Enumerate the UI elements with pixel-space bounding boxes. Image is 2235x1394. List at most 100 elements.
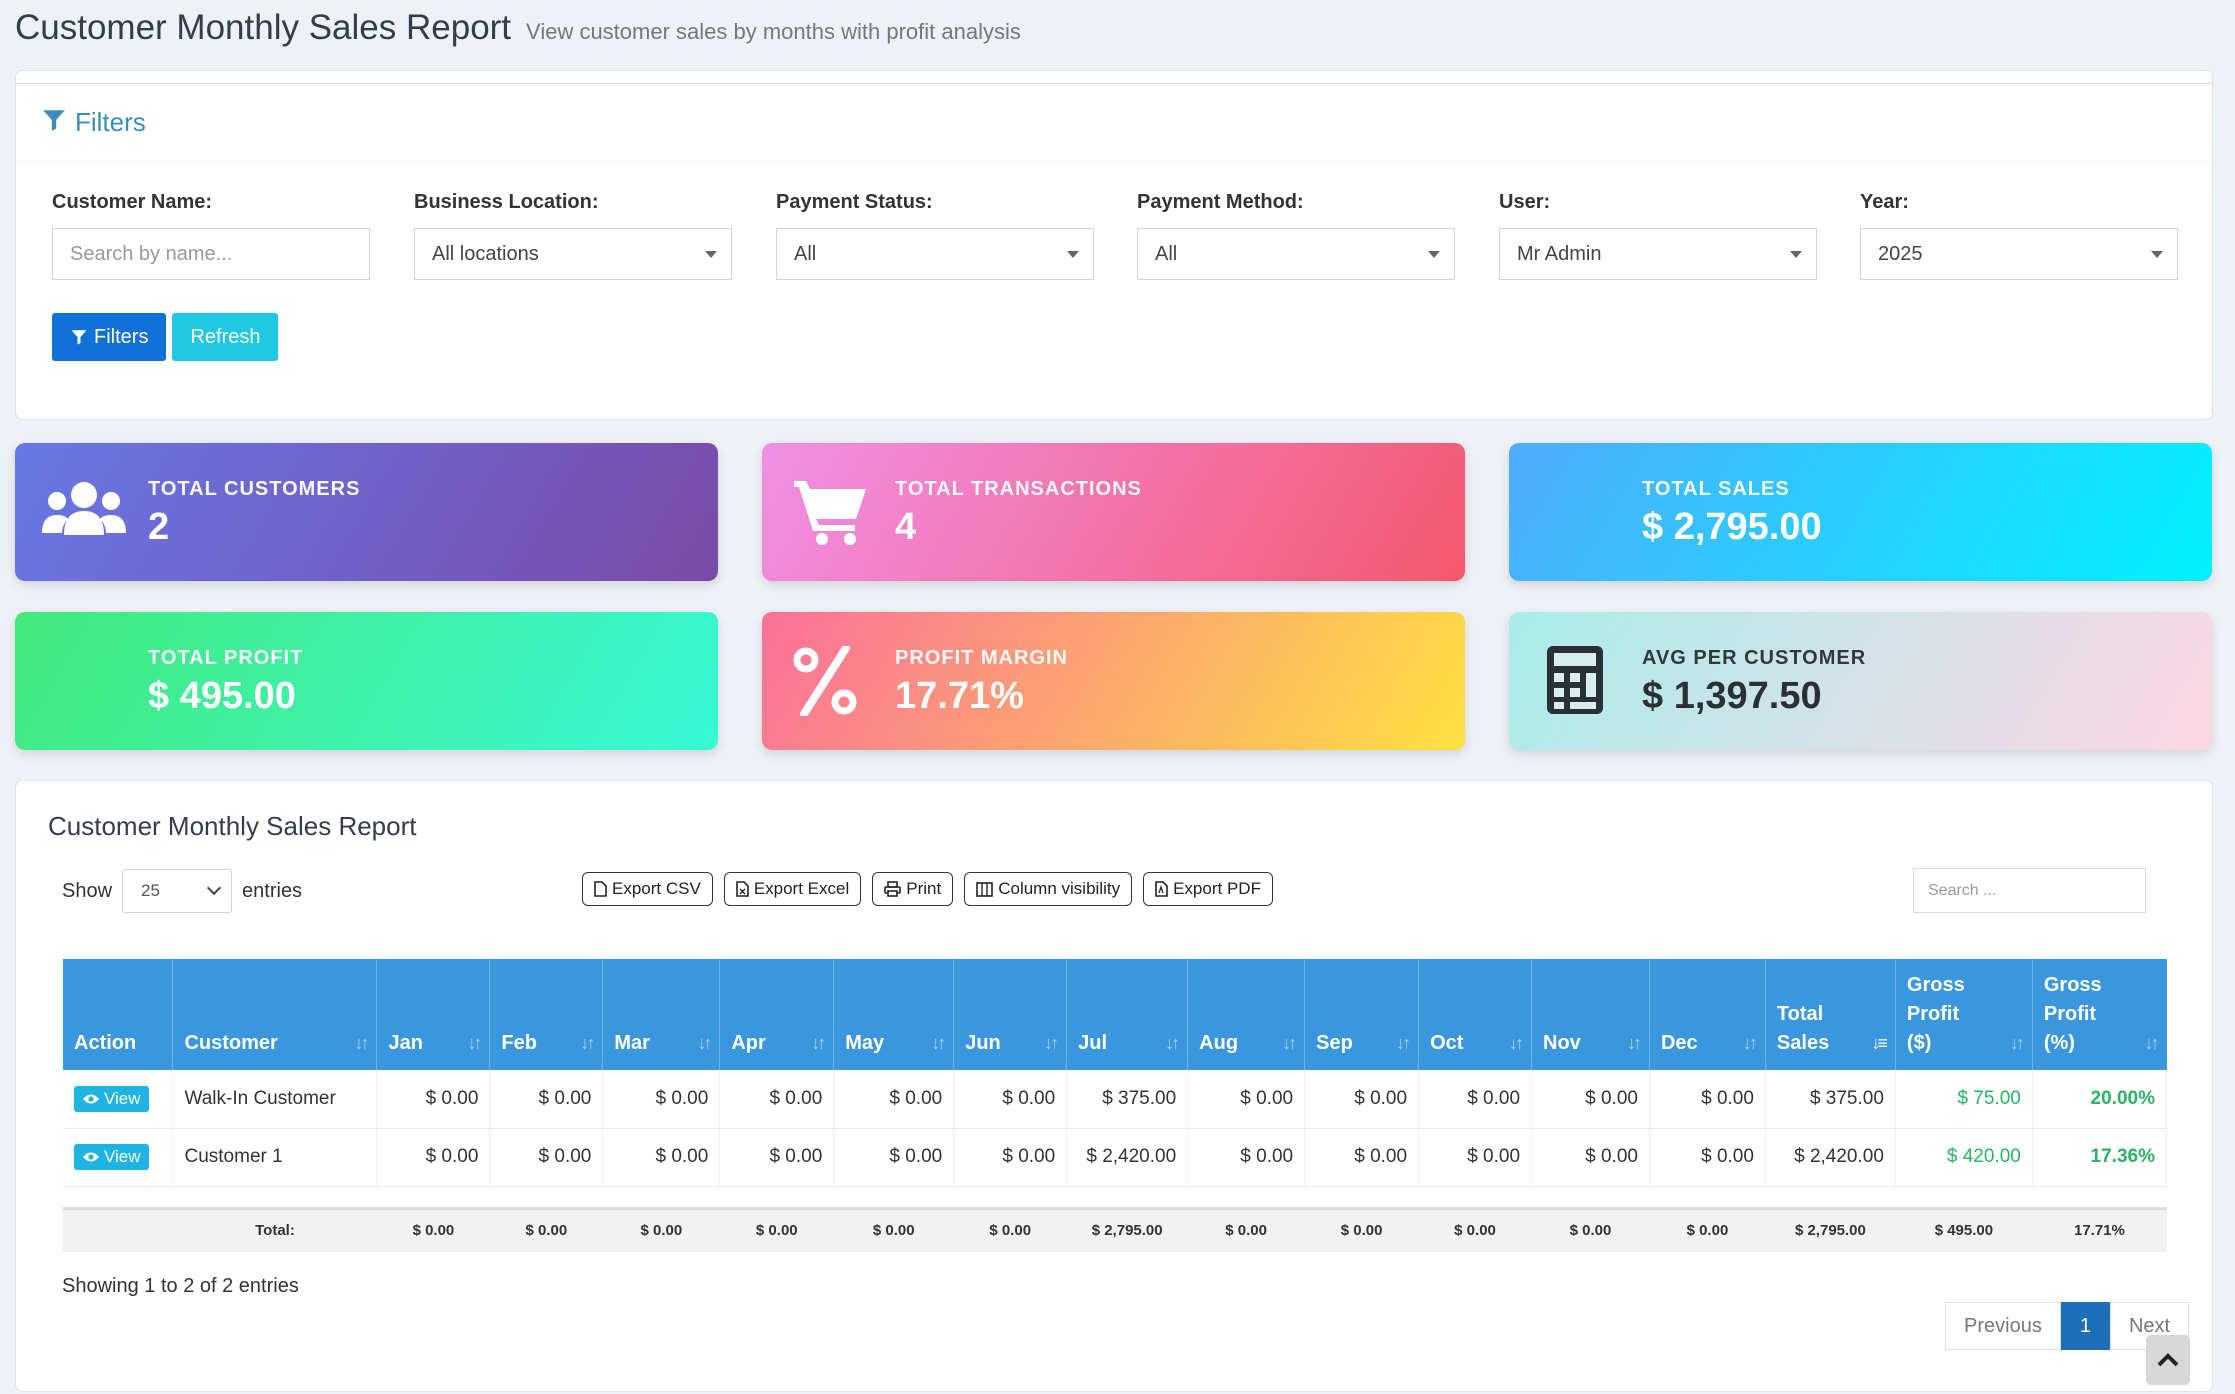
file-excel-icon xyxy=(736,881,749,897)
print-icon xyxy=(884,881,902,897)
gross-profit-total: $ 495.00 xyxy=(1895,1206,2033,1252)
column-header-may[interactable]: May ↓↑ xyxy=(833,959,955,1070)
month-cell: $ 0.00 xyxy=(1531,1128,1650,1187)
export-excel-label: Export Excel xyxy=(753,879,850,898)
gross-profit-percent-cell: 20.00% xyxy=(2032,1070,2168,1129)
view-button[interactable]: View xyxy=(74,1085,149,1112)
filter-icon xyxy=(71,330,87,345)
card-label: PROFIT MARGIN xyxy=(895,647,1068,669)
column-header-gross-profit-amount[interactable]: Gross Profit ($) ↓↑ xyxy=(1895,959,2033,1070)
column-header-customer[interactable]: Customer ↓↑ xyxy=(172,959,378,1070)
month-cell: $ 0.00 xyxy=(719,1070,835,1129)
apply-filters-button[interactable]: Filters xyxy=(52,313,167,361)
column-header-feb[interactable]: Feb ↓↑ xyxy=(489,959,604,1070)
export-excel-button[interactable]: Export Excel xyxy=(723,872,862,906)
month-cell: $ 0.00 xyxy=(602,1070,721,1129)
avg-per-customer-card: AVG PER CUSTOMER $ 1,397.50 xyxy=(1509,612,2212,750)
month-cell: $ 0.00 xyxy=(719,1128,835,1187)
column-header-nov[interactable]: Nov ↓↑ xyxy=(1531,959,1650,1070)
card-label: TOTAL SALES xyxy=(1642,478,1790,500)
column-header-label: Total Sales xyxy=(1776,1003,1830,1054)
total-month-cell: $ 0.00 xyxy=(1418,1206,1532,1252)
percent-icon xyxy=(786,644,876,718)
export-pdf-button[interactable]: Export PDF xyxy=(1143,872,1273,906)
column-header-sep[interactable]: Sep ↓↑ xyxy=(1304,959,1420,1070)
user-label: User: xyxy=(1499,191,1551,213)
month-cell: $ 0.00 xyxy=(1418,1128,1533,1187)
year-label: Year: xyxy=(1860,191,1909,213)
month-cell: $ 0.00 xyxy=(1304,1070,1420,1129)
year-select[interactable]: 2025 xyxy=(1860,228,2178,280)
caret-down-icon xyxy=(1428,251,1440,258)
payment-status-value: All xyxy=(794,242,817,265)
column-header-label: Nov xyxy=(1543,1032,1581,1054)
table-search-input[interactable]: Search ... xyxy=(1913,868,2146,913)
column-header-oct[interactable]: Oct ↓↑ xyxy=(1418,959,1533,1070)
previous-page-button[interactable]: Previous xyxy=(1945,1302,2061,1350)
card-value: $ 2,795.00 xyxy=(1642,506,1822,548)
sort-icon: ↓↑ xyxy=(931,1033,946,1053)
month-cell: $ 0.00 xyxy=(489,1128,604,1187)
page-length-control: Show 25 entries xyxy=(62,869,302,913)
column-header-jul[interactable]: Jul ↓↑ xyxy=(1066,959,1189,1070)
column-header-label: Aug xyxy=(1199,1032,1239,1054)
chevron-up-icon xyxy=(2157,1353,2179,1367)
sort-icon: ↓↑ xyxy=(1742,1033,1758,1053)
column-header-apr[interactable]: Apr ↓↑ xyxy=(719,959,835,1070)
gross-profit-percent-total: 17.71% xyxy=(2032,1206,2167,1252)
column-header-aug[interactable]: Aug ↓↑ xyxy=(1187,959,1306,1070)
month-cell: $ 0.00 xyxy=(1418,1070,1533,1129)
page-1-button[interactable]: 1 xyxy=(2060,1302,2110,1350)
month-cell: $ 375.00 xyxy=(1066,1070,1189,1129)
filters-header[interactable]: Filters xyxy=(16,84,2212,162)
business-location-select[interactable]: All locations xyxy=(414,228,732,280)
month-cell: $ 0.00 xyxy=(1304,1128,1420,1187)
column-header-action: Action xyxy=(63,959,174,1070)
column-header-jan[interactable]: Jan ↓↑ xyxy=(376,959,491,1070)
payment-status-select[interactable]: All xyxy=(776,228,1094,280)
customer-cell: Walk-In Customer xyxy=(172,1070,378,1129)
month-cell: $ 0.00 xyxy=(1187,1070,1306,1129)
column-header-jun[interactable]: Jun ↓↑ xyxy=(953,959,1068,1070)
sort-icon: ↓↑ xyxy=(1282,1033,1297,1053)
total-month-cell: $ 0.00 xyxy=(1531,1206,1650,1252)
sort-icon: ↓↑ xyxy=(580,1033,595,1053)
eye-icon xyxy=(83,1094,99,1104)
payment-status-label: Payment Status: xyxy=(776,191,933,213)
column-header-mar[interactable]: Mar ↓↑ xyxy=(602,959,721,1070)
column-header-gross-profit-percent[interactable]: Gross Profit (%) ↓↑ xyxy=(2032,959,2167,1070)
column-header-total-sales[interactable]: Total Sales ↓≡ xyxy=(1765,959,1896,1070)
filter-icon xyxy=(41,107,67,138)
payment-method-select[interactable]: All xyxy=(1137,228,1455,280)
payment-method-value: All xyxy=(1155,242,1178,265)
scroll-to-top-button[interactable] xyxy=(2146,1335,2190,1385)
total-sales-cell: $ 375.00 xyxy=(1765,1070,1896,1129)
month-cell: $ 0.00 xyxy=(1187,1128,1306,1187)
total-month-cell: $ 0.00 xyxy=(1649,1206,1766,1252)
customer-name-input[interactable]: Search by name... xyxy=(52,228,370,280)
column-header-label: Customer xyxy=(184,1032,278,1054)
month-cell: $ 0.00 xyxy=(376,1070,491,1129)
export-csv-button[interactable]: Export CSV xyxy=(582,872,713,906)
sort-icon: ↓↑ xyxy=(1626,1033,1642,1053)
user-select[interactable]: Mr Admin xyxy=(1499,228,1817,280)
view-button[interactable]: View xyxy=(74,1144,149,1170)
calculator-icon xyxy=(1533,646,1623,716)
total-sales-total: $ 2,795.00 xyxy=(1765,1206,1896,1252)
column-header-label: Oct xyxy=(1430,1032,1464,1054)
view-label: View xyxy=(104,1147,141,1166)
chevron-down-icon xyxy=(206,880,222,896)
total-transactions-card: TOTAL TRANSACTIONS 4 xyxy=(762,443,1465,581)
print-button[interactable]: Print xyxy=(872,872,954,906)
refresh-button[interactable]: Refresh xyxy=(172,313,279,361)
month-cell: $ 0.00 xyxy=(953,1070,1068,1129)
total-month-cell: $ 0.00 xyxy=(953,1206,1067,1252)
page-length-select[interactable]: 25 xyxy=(122,869,233,913)
export-pdf-label: Export PDF xyxy=(1173,879,1261,898)
action-cell: View xyxy=(63,1070,174,1129)
column-visibility-button[interactable]: Column visibility xyxy=(964,872,1133,906)
sort-icon: ↓↑ xyxy=(697,1033,712,1053)
year-value: 2025 xyxy=(1878,242,1923,265)
column-header-dec[interactable]: Dec ↓↑ xyxy=(1649,959,1766,1070)
caret-down-icon xyxy=(2151,251,2163,258)
